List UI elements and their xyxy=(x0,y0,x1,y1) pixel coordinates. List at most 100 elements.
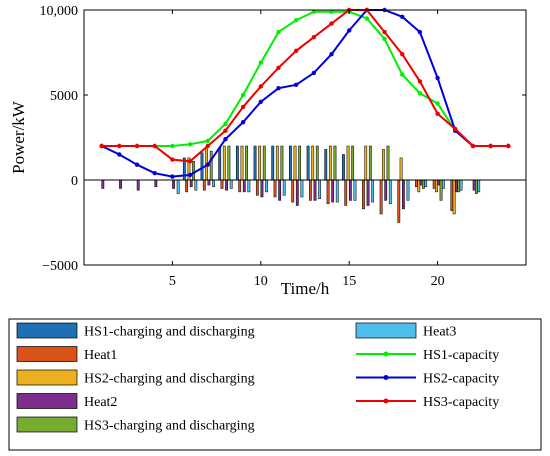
bar-4-t21 xyxy=(455,179,458,193)
bar-4-t5 xyxy=(172,179,175,189)
bar-4-t22 xyxy=(472,179,476,191)
bar-1-t11 xyxy=(271,145,275,181)
line-3-point-t12 xyxy=(293,48,299,53)
line-1-point-t19 xyxy=(417,91,423,96)
line-2-point-t11 xyxy=(276,86,281,91)
line-1-point-t6 xyxy=(187,142,193,147)
line-1-point-t14 xyxy=(329,9,334,14)
line-3-point-t17 xyxy=(382,29,387,35)
line-3-point-t9 xyxy=(240,104,246,110)
bar-1-t15 xyxy=(342,154,345,181)
line-1-point-t17 xyxy=(382,36,387,42)
bar-1-t8 xyxy=(218,147,222,181)
bar-5-t7 xyxy=(209,150,213,181)
line-3-point-t22 xyxy=(470,143,476,149)
legend-right-swatch-0 xyxy=(355,322,417,339)
bar-3-t11 xyxy=(275,145,279,181)
bar-2-t20 xyxy=(432,179,436,189)
line-3-point-t18 xyxy=(400,52,405,57)
legend-right-label-3: HS3-capacity xyxy=(423,395,499,410)
legend-left-label-2: HS2-charging and discharging xyxy=(84,372,255,387)
bar-4-t16 xyxy=(366,179,370,206)
bar-3-t17 xyxy=(382,149,385,181)
bar-3-t21 xyxy=(452,179,456,215)
line-3-point-t21 xyxy=(453,126,458,132)
bar-3-t14 xyxy=(328,145,332,181)
legend-left-swatch-0 xyxy=(16,322,78,339)
line-3-point-t3 xyxy=(134,143,140,149)
line-series-3 xyxy=(101,9,509,163)
bar-4-t15 xyxy=(348,179,352,201)
plot-area-frame xyxy=(83,9,527,266)
line-2-point-t5 xyxy=(170,174,175,179)
line-3-point-t11 xyxy=(276,65,281,71)
bar-4-t18 xyxy=(401,179,405,210)
line-3-point-t1 xyxy=(99,143,104,149)
legend-right-label-2: HS2-capacity xyxy=(423,372,499,387)
bar-6-t10 xyxy=(265,179,268,193)
line-3-point-t13 xyxy=(311,35,317,40)
bar-2-t15 xyxy=(344,179,348,206)
legend-box xyxy=(8,318,542,451)
line-series-1 xyxy=(101,10,509,147)
bar-4-t20 xyxy=(437,179,441,186)
bar-6-t11 xyxy=(282,179,286,196)
y-tick-label-0: −5000 xyxy=(42,259,78,274)
bar-2-t16 xyxy=(362,179,365,210)
bar-6-t16 xyxy=(371,179,375,203)
bar-5-t6 xyxy=(192,161,195,181)
bar-4-t13 xyxy=(313,179,317,201)
x-tick-label-15: 15 xyxy=(342,274,356,289)
bar-6-t15 xyxy=(353,179,357,201)
bar-5-t16 xyxy=(368,145,372,181)
bar-6-t9 xyxy=(247,179,251,193)
bar-4-t12 xyxy=(295,179,299,206)
bar-2-t11 xyxy=(273,179,277,198)
bar-6-t19 xyxy=(424,179,428,188)
bar-6-t21 xyxy=(459,179,463,191)
line-1-point-t5 xyxy=(170,143,175,149)
legend-right-swatch-marker-2 xyxy=(383,375,389,380)
bar-2-t9 xyxy=(238,179,242,193)
line-2-point-t3 xyxy=(134,162,140,167)
legend-left-swatch-4 xyxy=(16,416,78,433)
legend-right-label-1: HS1-capacity xyxy=(423,348,499,363)
bar-1-t9 xyxy=(235,145,239,181)
line-2-point-t7 xyxy=(205,162,210,167)
bar-3-t13 xyxy=(311,145,315,181)
bar-3-t20 xyxy=(435,179,438,193)
legend-left-swatch-1 xyxy=(16,346,78,362)
line-1-point-t20 xyxy=(435,101,440,106)
y-tick-label-3: 10,000 xyxy=(40,4,79,19)
bar-2-t21 xyxy=(450,179,454,211)
line-1-point-t12 xyxy=(293,18,299,23)
legend-left-label-3: Heat2 xyxy=(84,395,117,410)
bar-4-t14 xyxy=(331,179,335,203)
bar-5-t11 xyxy=(280,145,284,181)
bar-5-t9 xyxy=(245,145,248,181)
line-2-point-t10 xyxy=(258,99,263,105)
bar-5-t19 xyxy=(421,179,425,189)
line-2-point-t8 xyxy=(223,137,228,142)
line-2-point-t9 xyxy=(240,120,246,125)
line-2-point-t12 xyxy=(293,82,299,88)
bar-5-t10 xyxy=(262,145,266,181)
x-tick-label-20: 20 xyxy=(431,274,445,289)
bar-2-t12 xyxy=(291,179,295,203)
bar-6-t7 xyxy=(212,179,215,188)
line-1-point-t18 xyxy=(400,72,405,77)
line-2-point-t20 xyxy=(435,75,440,81)
x-tick-label-10: 10 xyxy=(254,274,268,289)
legend-right-label-0: Heat3 xyxy=(423,325,456,340)
bar-4-t11 xyxy=(278,179,282,201)
bar-4-t17 xyxy=(384,179,388,201)
bar-5-t17 xyxy=(386,145,390,181)
line-2-point-t19 xyxy=(417,29,423,35)
bar-1-t14 xyxy=(324,149,328,181)
bar-5-t12 xyxy=(298,145,302,181)
y-axis-title: Power/kW xyxy=(9,100,28,174)
line-2-point-t6 xyxy=(187,172,193,178)
bar-3-t9 xyxy=(240,145,244,181)
bar-6-t14 xyxy=(335,179,339,203)
bar-5-t21 xyxy=(457,179,461,193)
